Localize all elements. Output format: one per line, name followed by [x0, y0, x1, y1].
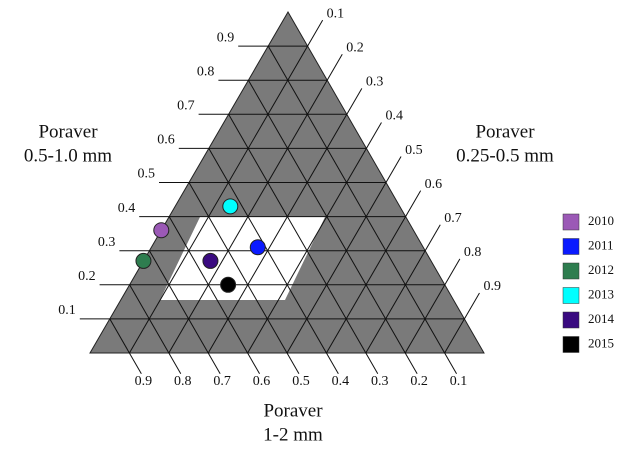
legend-swatch — [563, 312, 579, 328]
right-tick-label: 0.6 — [425, 177, 443, 192]
data-point — [154, 223, 169, 238]
legend-label: 2012 — [588, 262, 614, 277]
axis-title: Poraver — [263, 400, 323, 421]
chart: 0.1 0.2 0.3 0.4 0.5 0.6 0.7 0.8 0.9 0.1 0.2 0.3 0.4 0… — [0, 0, 631, 449]
legend-label: 2011 — [588, 237, 614, 252]
left-tick-label: 0.4 — [118, 201, 136, 216]
bottom-tick-label: 0.3 — [371, 374, 389, 389]
right-tick-label: 0.4 — [385, 109, 403, 124]
bottom-tick-label: 0.6 — [253, 374, 271, 389]
data-point — [250, 240, 265, 255]
data-point — [136, 253, 151, 268]
data-point — [203, 253, 218, 268]
legend-label: 2013 — [588, 286, 614, 301]
axis-title: 0.5-1.0 mm — [24, 145, 112, 166]
bottom-tick-label: 0.2 — [410, 374, 428, 389]
left-tick-label: 0.1 — [58, 303, 76, 318]
right-tick-label: 0.1 — [327, 6, 345, 21]
left-tick-label: 0.7 — [177, 99, 195, 114]
bottom-tick-label: 0.9 — [135, 374, 153, 389]
data-point — [221, 277, 236, 292]
legend-swatch — [563, 214, 579, 230]
left-tick-label: 0.9 — [217, 30, 235, 45]
bottom-tick-label: 0.5 — [292, 374, 310, 389]
legend-label: 2015 — [588, 335, 614, 350]
right-tick-label: 0.3 — [366, 75, 384, 90]
bottom-tick-label: 0.8 — [174, 374, 192, 389]
axis-title: Poraver — [38, 121, 98, 142]
right-tick-label: 0.2 — [346, 40, 364, 55]
left-tick-label: 0.8 — [197, 64, 215, 79]
legend-swatch — [563, 337, 579, 353]
right-tick-label: 0.9 — [483, 279, 501, 294]
left-tick-label: 0.3 — [98, 235, 116, 250]
legend-label: 2014 — [588, 311, 615, 326]
axis-title: Poraver — [475, 121, 535, 142]
left-tick-label: 0.6 — [157, 133, 175, 148]
axis-title: 0.25-0.5 mm — [456, 145, 554, 166]
left-tick-label: 0.5 — [138, 167, 156, 182]
right-tick-label: 0.5 — [405, 143, 423, 158]
legend-swatch — [563, 239, 579, 255]
legend-swatch — [563, 263, 579, 279]
bottom-tick-label: 0.7 — [213, 374, 231, 389]
legend-swatch — [563, 288, 579, 304]
left-tick-label: 0.2 — [78, 269, 96, 284]
right-tick-label: 0.8 — [464, 245, 482, 260]
bottom-tick-label: 0.4 — [332, 374, 350, 389]
bottom-tick-label: 0.1 — [450, 374, 468, 389]
axis-title: 1-2 mm — [263, 424, 323, 445]
legend-label: 2010 — [588, 213, 614, 228]
data-point — [223, 199, 238, 214]
right-tick-label: 0.7 — [444, 211, 462, 226]
